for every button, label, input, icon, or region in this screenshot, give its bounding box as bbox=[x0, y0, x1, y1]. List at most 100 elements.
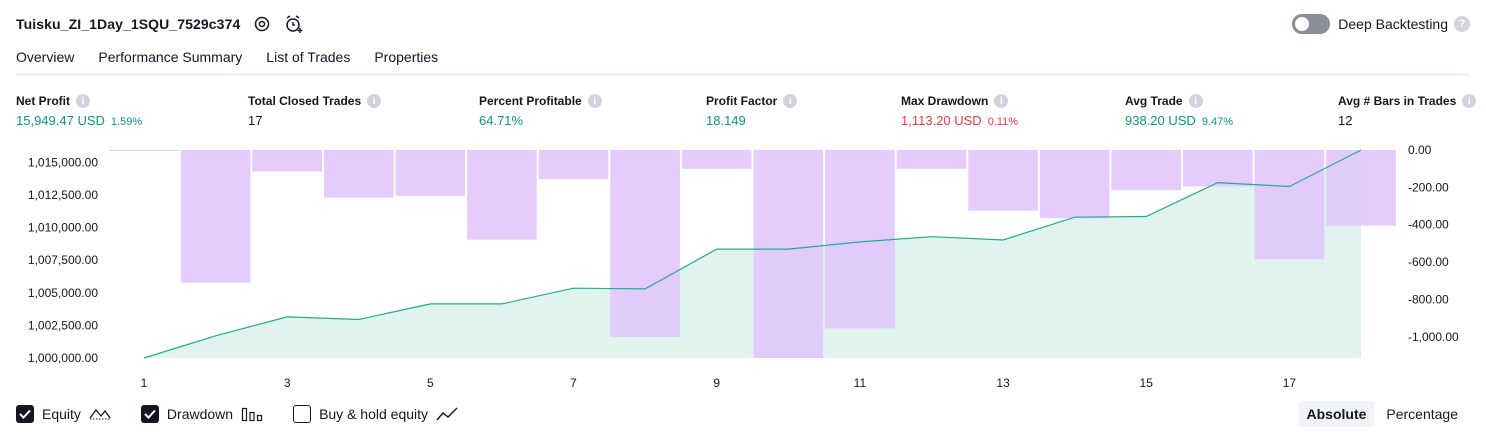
info-icon[interactable]: i bbox=[587, 94, 602, 108]
strategy-title: Tuisku_ZI_1Day_1SQU_7529c374 bbox=[16, 16, 241, 32]
metric-value: 12 bbox=[1338, 113, 1353, 128]
legend-label: Equity bbox=[42, 406, 81, 422]
trend-line-icon bbox=[436, 407, 458, 421]
metric-percent: 0.11% bbox=[987, 116, 1019, 128]
drawdown-bar bbox=[1183, 150, 1253, 187]
left-axis-tick: 1,005,000.00 bbox=[28, 286, 98, 300]
metric-percent: 9.47% bbox=[1201, 116, 1234, 128]
tabs-divider bbox=[16, 73, 1470, 76]
drawdown-bar bbox=[825, 150, 895, 329]
drawdown-bar bbox=[1039, 150, 1110, 219]
legend-drawdown[interactable]: Drawdown bbox=[140, 405, 263, 423]
equity-drawdown-chart[interactable]: 1,015,000.00 1,012,500.00 1,010,000.00 1,00… bbox=[0, 140, 1486, 398]
legend-label: Drawdown bbox=[166, 406, 234, 422]
metric-avg-trade: Avg Trade i 938.20 USD 9.47% bbox=[1125, 93, 1233, 129]
right-axis-tick: -400.00 bbox=[1408, 218, 1449, 232]
buy-hold-checkbox[interactable] bbox=[293, 405, 312, 423]
left-axis-tick: 1,010,000.00 bbox=[28, 221, 98, 235]
metric-value: 64.71% bbox=[479, 113, 524, 128]
metric-profit-factor: Profit Factor i 18.149 bbox=[706, 93, 798, 129]
x-axis-tick: 11 bbox=[854, 376, 867, 390]
x-axis-tick: 17 bbox=[1283, 376, 1297, 390]
metric-value: 938.20 USD bbox=[1125, 113, 1196, 128]
right-axis-tick: -800.00 bbox=[1408, 293, 1449, 307]
drawdown-bar bbox=[180, 150, 251, 283]
report-tabs: Overview Performance Summary List of Tra… bbox=[16, 46, 462, 76]
drawdown-bar bbox=[324, 150, 394, 198]
gear-icon[interactable] bbox=[252, 14, 272, 34]
info-icon[interactable]: i bbox=[76, 94, 90, 108]
x-axis-tick: 1 bbox=[141, 376, 148, 390]
drawdown-bar bbox=[753, 150, 824, 358]
left-axis-tick: 1,015,000.00 bbox=[28, 155, 98, 169]
metric-max-drawdown: Max Drawdown i 1,113.20 USD 0.11% bbox=[901, 93, 1018, 129]
metric-label: Net Profit bbox=[16, 94, 70, 108]
deep-backtesting-label: Deep Backtesting bbox=[1338, 16, 1448, 32]
equity-line-icon bbox=[89, 407, 111, 421]
metric-value: 15,949.47 USD bbox=[16, 113, 105, 128]
deep-backtesting: Deep Backtesting ? bbox=[1292, 12, 1470, 36]
metric-value: 18.149 bbox=[706, 113, 746, 128]
drawdown-bar bbox=[395, 150, 466, 196]
metric-percent-profitable: Percent Profitable i 64.71% bbox=[479, 93, 602, 129]
x-axis-tick: 5 bbox=[427, 376, 434, 390]
drawdown-bar bbox=[538, 150, 609, 179]
metric-percent: 1.59% bbox=[110, 116, 143, 128]
info-icon[interactable]: i bbox=[783, 94, 798, 108]
tab-list-of-trades[interactable]: List of Trades bbox=[266, 49, 351, 65]
info-icon[interactable]: i bbox=[994, 94, 1009, 108]
x-axis-tick: 9 bbox=[713, 376, 720, 390]
right-axis-tick: -200.00 bbox=[1408, 180, 1449, 194]
metric-total-closed-trades: Total Closed Trades i 17 bbox=[248, 93, 382, 129]
toggle-knob bbox=[1295, 17, 1310, 31]
equity-checkbox[interactable] bbox=[16, 405, 34, 423]
absolute-button[interactable]: Absolute bbox=[1298, 401, 1375, 427]
info-icon[interactable]: i bbox=[1188, 94, 1203, 108]
drawdown-bar bbox=[610, 150, 680, 337]
legend-buy-hold[interactable]: Buy & hold equity bbox=[293, 405, 458, 423]
metric-label: Profit Factor bbox=[706, 94, 778, 108]
alarm-clock-plus-icon[interactable] bbox=[284, 14, 304, 34]
drawdown-bar bbox=[109, 150, 179, 151]
bar-chart-icon bbox=[241, 406, 263, 422]
drawdown-bar bbox=[252, 150, 322, 172]
drawdown-checkbox[interactable] bbox=[140, 405, 159, 423]
right-axis-tick: -600.00 bbox=[1408, 255, 1449, 269]
metric-label: Max Drawdown bbox=[901, 94, 989, 108]
info-icon[interactable]: i bbox=[1462, 94, 1477, 108]
equity-line bbox=[143, 149, 1362, 359]
metric-net-profit: Net Profit i 15,949.47 USD 1.59% bbox=[16, 93, 142, 129]
metric-value: 17 bbox=[248, 113, 263, 128]
left-axis-tick: 1,002,500.00 bbox=[28, 318, 98, 332]
equity-area bbox=[144, 150, 1361, 358]
chart-legend: Equity Drawdown Buy & hold equity bbox=[16, 404, 488, 424]
legend-equity[interactable]: Equity bbox=[16, 405, 111, 423]
drawdown-bar bbox=[968, 150, 1038, 211]
info-icon[interactable]: i bbox=[367, 94, 382, 108]
percentage-button[interactable]: Percentage bbox=[1386, 406, 1458, 422]
metric-label: Avg Trade bbox=[1125, 94, 1183, 108]
help-icon[interactable]: ? bbox=[1454, 16, 1470, 32]
metric-label: Total Closed Trades bbox=[248, 94, 362, 108]
tab-overview[interactable]: Overview bbox=[16, 46, 75, 76]
drawdown-bar bbox=[681, 150, 752, 169]
left-axis-tick: 1,012,500.00 bbox=[28, 188, 98, 202]
metric-avg-bars: Avg # Bars in Trades i 12 bbox=[1338, 93, 1477, 129]
deep-backtesting-toggle[interactable] bbox=[1292, 14, 1331, 34]
x-axis-tick: 7 bbox=[570, 376, 577, 390]
right-axis-tick: 0.00 bbox=[1408, 143, 1432, 157]
drawdown-bar bbox=[467, 150, 537, 240]
left-axis-tick: 1,000,000.00 bbox=[28, 351, 98, 365]
x-axis-tick: 15 bbox=[1140, 376, 1154, 390]
drawdown-bar bbox=[896, 150, 967, 169]
tab-properties[interactable]: Properties bbox=[374, 49, 439, 65]
left-axis-tick: 1,007,500.00 bbox=[28, 253, 98, 267]
metric-value: 1,113.20 USD bbox=[901, 113, 982, 128]
metric-label: Percent Profitable bbox=[479, 94, 582, 108]
metric-label: Avg # Bars in Trades bbox=[1338, 94, 1457, 108]
display-mode-toggle: Absolute Percentage bbox=[1295, 401, 1467, 427]
tab-performance-summary[interactable]: Performance Summary bbox=[98, 49, 243, 65]
right-axis-tick: -1,000.00 bbox=[1408, 330, 1459, 344]
legend-label: Buy & hold equity bbox=[319, 406, 429, 422]
drawdown-bar bbox=[1326, 150, 1396, 226]
